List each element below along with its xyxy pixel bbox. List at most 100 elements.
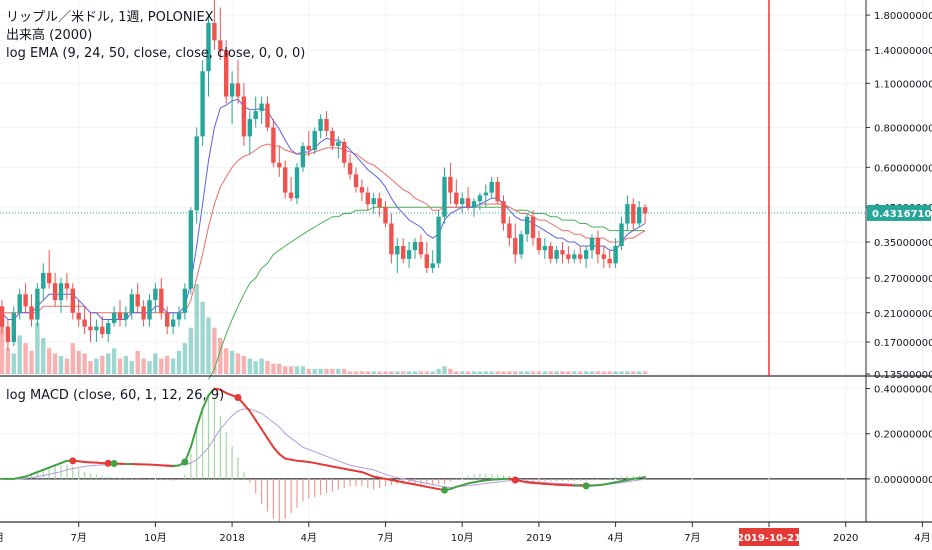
volume-bar	[100, 356, 105, 374]
macd-line-segment	[431, 486, 440, 491]
macd-line-segment	[325, 464, 334, 468]
volume-bar	[29, 350, 34, 374]
macd-line-segment	[419, 484, 428, 488]
macd-tick-label: 0.40000000	[874, 385, 932, 396]
candle-body	[288, 192, 294, 199]
volume-bar	[613, 371, 618, 374]
volume-bar	[312, 368, 317, 374]
candle-body	[306, 145, 311, 150]
volume-bar	[271, 363, 276, 374]
price-tick-label: 0.21000000	[874, 309, 932, 320]
macd-line-segment	[207, 387, 216, 397]
macd-line-segment	[449, 485, 458, 491]
volume-bar	[560, 371, 565, 374]
time-tick-label: 10月	[451, 532, 474, 544]
macd-line-segment	[626, 477, 635, 482]
volume-bar	[471, 371, 477, 374]
last-price-badge	[867, 204, 931, 221]
candle-body	[129, 294, 134, 313]
volume-bar	[448, 368, 453, 374]
macd-cross-marker	[104, 459, 112, 467]
volume-bar	[200, 302, 205, 374]
macd-line-segment	[396, 480, 405, 484]
volume-bar	[17, 335, 22, 374]
volume-bar	[336, 368, 341, 374]
candle-body	[613, 246, 618, 264]
macd-line-segment	[195, 407, 204, 428]
volume-bar	[377, 371, 382, 374]
macd-line-segment	[278, 453, 287, 460]
volume-bar	[247, 358, 252, 374]
volume-bar	[170, 358, 176, 374]
candle-body	[465, 198, 471, 208]
candle-body	[176, 312, 182, 320]
volume-bar	[395, 371, 400, 374]
time-tick-label: 4月	[914, 532, 930, 544]
macd-line-segment	[225, 392, 234, 397]
candle-body	[194, 136, 199, 211]
candle-body	[41, 272, 46, 289]
candle-body	[159, 288, 164, 313]
candle-body	[371, 198, 376, 205]
candle-body	[430, 263, 435, 269]
volume-bar	[578, 371, 583, 374]
candle-body	[477, 195, 483, 202]
candle-body	[631, 204, 636, 224]
volume-bar	[52, 353, 58, 374]
macd-line-segment	[54, 462, 62, 467]
candle-body	[47, 272, 52, 284]
volume-bar	[342, 368, 347, 374]
candle-body	[471, 201, 477, 208]
macd-line-segment	[614, 480, 623, 484]
candle-body	[94, 326, 99, 331]
volume-bar	[259, 358, 264, 374]
time-tick-label: 4月	[607, 532, 623, 544]
volume-bar	[460, 371, 465, 374]
time-tick-label: 2019	[526, 533, 551, 544]
candle-body	[324, 119, 329, 131]
volume-bar	[436, 368, 441, 374]
candle-body	[123, 312, 129, 320]
macd-cross-marker	[441, 486, 448, 494]
volume-bar	[82, 353, 87, 374]
volume-bar	[619, 371, 624, 374]
candle-body	[637, 207, 642, 224]
macd-line-segment	[284, 457, 293, 461]
volume-bar	[442, 366, 447, 374]
volume-bar	[76, 350, 81, 374]
macd-line-segment	[408, 482, 416, 486]
time-tick-label: 4月	[301, 532, 317, 544]
candle-body	[188, 210, 193, 289]
volume-bar	[607, 371, 612, 374]
ema-mid-line	[2, 143, 646, 314]
volume-bar	[389, 371, 394, 374]
volume-bar	[159, 358, 164, 374]
volume-bar	[631, 371, 636, 374]
volume-bar	[129, 361, 134, 374]
candle-body	[483, 192, 488, 196]
macd-line-segment	[254, 419, 263, 431]
volume-bar	[11, 353, 16, 374]
candle-body	[88, 326, 93, 331]
candle-body	[70, 288, 75, 313]
macd-line-segment	[414, 483, 422, 487]
candle-body	[265, 103, 270, 128]
candle-body	[401, 246, 406, 259]
candle-body	[147, 300, 152, 320]
time-tick-label: 10月	[144, 532, 167, 544]
volume-bar	[135, 350, 140, 374]
macd-line-segment	[201, 394, 210, 410]
candle-body	[52, 283, 58, 301]
macd-line-segment	[608, 481, 617, 485]
date-marker-badge	[739, 528, 799, 546]
macd-line-segment	[366, 473, 375, 478]
candle-body	[17, 294, 22, 313]
candle-body	[377, 198, 382, 208]
volume-bar	[182, 343, 188, 374]
candle-body	[489, 181, 494, 193]
volume-bar	[383, 371, 388, 374]
volume-bar	[123, 356, 129, 374]
ema-slow-line	[208, 206, 646, 380]
volume-legend: 出来高 (2000)	[6, 28, 93, 43]
candle-body	[0, 306, 5, 327]
